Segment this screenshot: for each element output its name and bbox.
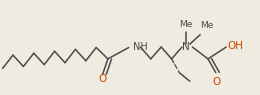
Text: OH: OH [228,41,244,51]
Text: N: N [182,42,190,52]
Text: NH: NH [133,42,147,52]
Text: Me: Me [179,20,193,29]
Text: O: O [212,77,221,87]
Text: Me: Me [200,21,213,30]
Text: O: O [98,74,106,84]
